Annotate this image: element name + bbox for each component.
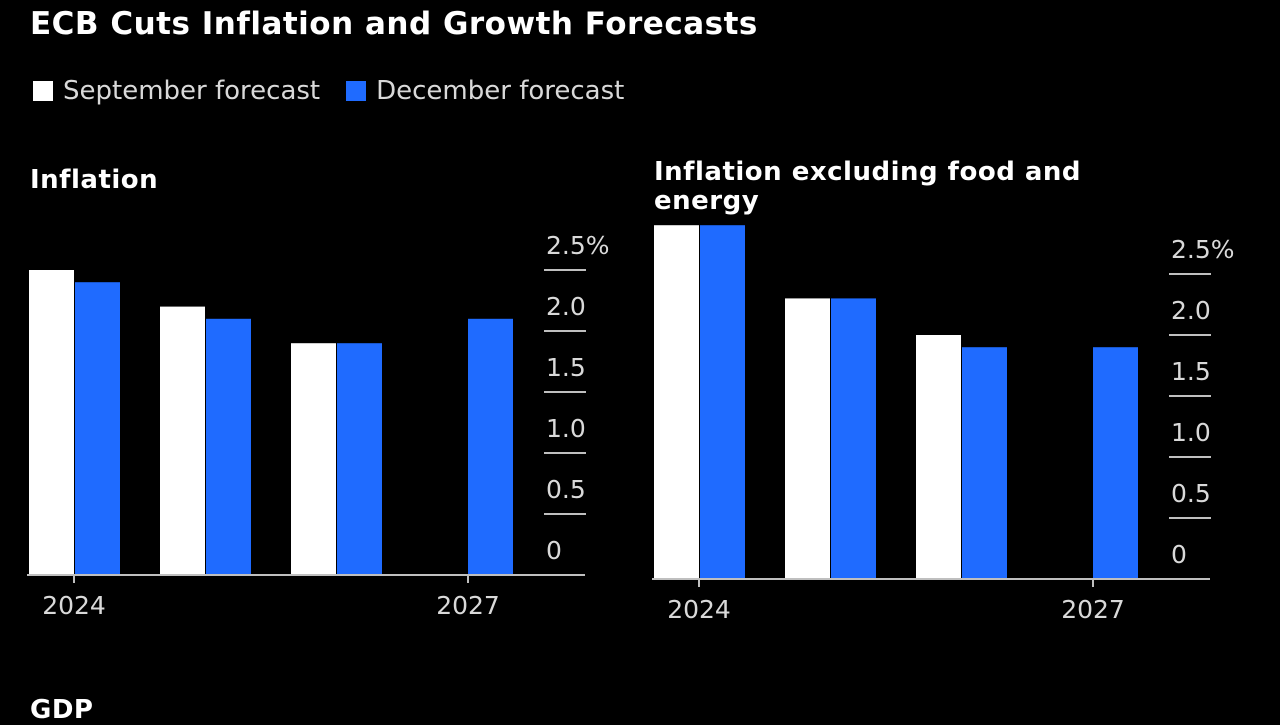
- y-tick-label: 1.5: [1171, 357, 1211, 386]
- bar-december-2025: [831, 298, 876, 579]
- bar-december-2024: [75, 282, 120, 575]
- bar-december-2027: [468, 318, 513, 575]
- bar-september-2024: [29, 270, 74, 575]
- legend: September forecast December forecast: [33, 74, 650, 108]
- y-tick-label: 1.0: [1171, 418, 1211, 447]
- legend-item-september: September forecast: [33, 76, 320, 106]
- bar-september-2024: [654, 225, 699, 579]
- bar-september-2025: [785, 298, 830, 579]
- y-tick-label: 1.5: [546, 353, 586, 382]
- x-tick-label: 2024: [667, 595, 731, 624]
- y-tick-label: 2.5%: [1171, 235, 1235, 264]
- chart-panel-inflation: 2.5% 2.0 1.5 1.0 0.5 0 2024 2027: [27, 231, 610, 620]
- y-tick-label: 0.5: [546, 475, 586, 504]
- chart-title: ECB Cuts Inflation and Growth Forecasts: [30, 6, 758, 42]
- bar-september-2026: [291, 343, 336, 575]
- legend-swatch-december: [346, 81, 367, 101]
- bar-september-2025: [160, 306, 205, 575]
- bar-december-2026: [962, 347, 1007, 579]
- bar-december-2026: [337, 343, 382, 575]
- y-tick-label: 0: [1171, 540, 1187, 569]
- y-tick-label: 2.0: [1171, 296, 1211, 325]
- bar-september-2026: [916, 335, 961, 579]
- bar-december-2025: [206, 318, 251, 575]
- x-tick-label: 2027: [1061, 595, 1125, 624]
- panel-title-core-inflation: Inflation excluding food and energy: [654, 157, 1082, 216]
- legend-label-december: December forecast: [376, 76, 625, 106]
- x-tick-label: 2027: [436, 591, 500, 620]
- bar-december-2024: [700, 225, 745, 579]
- legend-swatch-september: [33, 81, 53, 101]
- panel-title-inflation: Inflation: [30, 165, 159, 195]
- legend-label-september: September forecast: [63, 76, 321, 106]
- bar-december-2027: [1093, 347, 1138, 579]
- y-tick-label: 2.0: [546, 292, 586, 321]
- chart-panel-core-inflation: 2.5% 2.0 1.5 1.0 0.5 0 2024 2027: [652, 225, 1235, 624]
- y-tick-label: 0.5: [1171, 479, 1211, 508]
- legend-item-december: December forecast: [346, 76, 624, 106]
- x-tick-label: 2024: [42, 591, 106, 620]
- y-tick-label: 0: [546, 536, 562, 565]
- y-tick-label: 2.5%: [546, 231, 610, 260]
- y-tick-label: 1.0: [546, 414, 586, 443]
